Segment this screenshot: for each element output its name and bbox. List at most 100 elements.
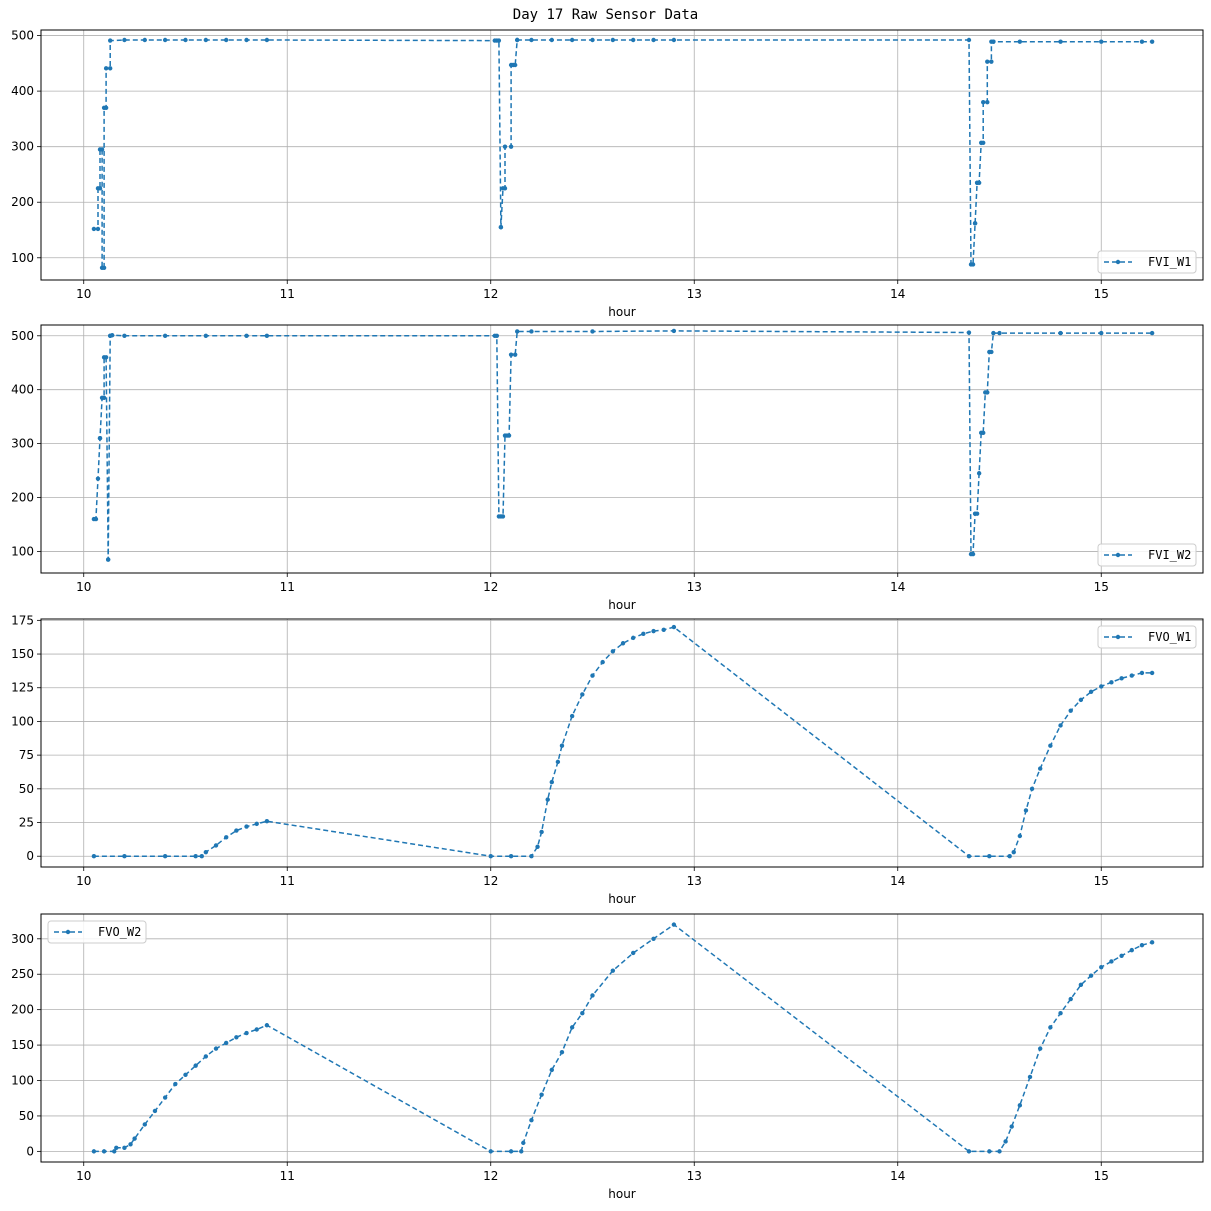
data-point — [1149, 670, 1155, 676]
data-point — [549, 1067, 554, 1073]
data-point — [488, 1149, 493, 1154]
y-tick-label: 500 — [11, 329, 34, 343]
data-point — [555, 759, 561, 765]
data-point — [223, 37, 229, 43]
data-point — [254, 821, 259, 827]
data-point — [1099, 964, 1104, 970]
x-tick-label: 11 — [280, 1169, 295, 1183]
data-point — [972, 221, 978, 226]
x-axis-label: hour — [608, 1187, 636, 1201]
data-point — [1068, 708, 1073, 713]
legend-marker — [1115, 634, 1121, 640]
x-tick-label: 14 — [890, 580, 905, 594]
data-point — [1017, 39, 1023, 44]
data-point — [985, 100, 990, 105]
data-point — [506, 433, 512, 438]
legend-label: FVI_W1 — [1148, 255, 1191, 269]
data-point — [1099, 39, 1104, 44]
data-point — [142, 37, 147, 43]
data-point — [549, 37, 554, 43]
data-point — [95, 476, 101, 481]
legend: FVI_W2 — [1097, 543, 1197, 567]
data-point — [539, 1092, 544, 1097]
data-point — [610, 649, 616, 654]
data-point — [508, 854, 514, 859]
y-tick-label: 150 — [11, 647, 34, 661]
x-tick-label: 12 — [483, 287, 498, 301]
data-point — [630, 37, 636, 43]
data-point — [132, 1136, 137, 1141]
legend-marker — [1115, 259, 1121, 265]
data-point — [1139, 39, 1145, 44]
data-point — [122, 854, 127, 859]
y-tick-label: 100 — [11, 544, 34, 558]
x-tick-label: 13 — [687, 580, 702, 594]
y-tick-label: 250 — [11, 967, 34, 981]
data-point — [110, 333, 115, 338]
data-point — [1027, 1074, 1033, 1080]
data-point — [991, 330, 996, 336]
y-tick-label: 100 — [11, 251, 34, 265]
data-point — [985, 390, 990, 395]
data-point — [569, 1025, 575, 1030]
data-point — [97, 436, 103, 441]
y-tick-label: 300 — [11, 140, 34, 154]
data-point — [651, 37, 656, 43]
data-point — [193, 1063, 198, 1068]
y-tick-label: 125 — [11, 681, 34, 695]
data-point — [508, 144, 514, 149]
data-point — [244, 333, 249, 338]
legend-label: FVI_W2 — [1148, 548, 1191, 562]
x-tick-label: 12 — [483, 1169, 498, 1183]
data-point — [1078, 982, 1084, 988]
data-point — [590, 673, 595, 678]
data-point — [203, 333, 209, 338]
data-point — [91, 854, 97, 859]
data-point — [183, 1072, 188, 1078]
data-point — [966, 330, 972, 335]
data-point — [987, 854, 992, 859]
data-point — [254, 1027, 259, 1032]
data-point — [105, 557, 111, 562]
y-tick-label: 150 — [11, 1038, 34, 1052]
y-tick-label: 200 — [11, 491, 34, 505]
data-point — [671, 624, 677, 630]
x-tick-label: 13 — [687, 874, 702, 888]
data-point — [244, 37, 249, 43]
data-point — [244, 824, 249, 829]
y-tick-label: 50 — [19, 782, 34, 796]
data-point — [991, 39, 996, 44]
data-point — [234, 1035, 239, 1040]
y-tick-label: 500 — [11, 29, 34, 43]
x-tick-label: 14 — [890, 1169, 905, 1183]
data-point — [99, 147, 105, 152]
data-point — [1017, 1103, 1023, 1108]
data-point — [97, 186, 103, 191]
data-point — [1119, 953, 1124, 959]
y-tick-label: 300 — [11, 437, 34, 451]
x-tick-label: 13 — [687, 1169, 702, 1183]
x-tick-label: 15 — [1094, 1169, 1109, 1183]
data-point — [529, 1117, 534, 1123]
data-point — [1058, 723, 1063, 728]
data-point — [101, 395, 107, 400]
data-point — [1003, 1139, 1008, 1144]
data-point — [223, 835, 229, 840]
data-point — [535, 844, 540, 849]
data-point — [514, 329, 520, 334]
data-point — [498, 225, 504, 230]
data-point — [590, 37, 595, 43]
data-point — [1109, 680, 1114, 685]
x-tick-label: 11 — [280, 580, 295, 594]
legend: FVO_W2 — [47, 920, 147, 944]
legend-box — [47, 920, 147, 944]
legend-marker — [65, 929, 71, 935]
data-point — [103, 355, 109, 360]
x-axis-label: hour — [608, 892, 636, 906]
data-point — [107, 38, 113, 43]
data-point — [1058, 1011, 1063, 1016]
y-tick-label: 0 — [26, 1144, 34, 1158]
data-point — [981, 100, 986, 105]
data-point — [1149, 39, 1155, 44]
